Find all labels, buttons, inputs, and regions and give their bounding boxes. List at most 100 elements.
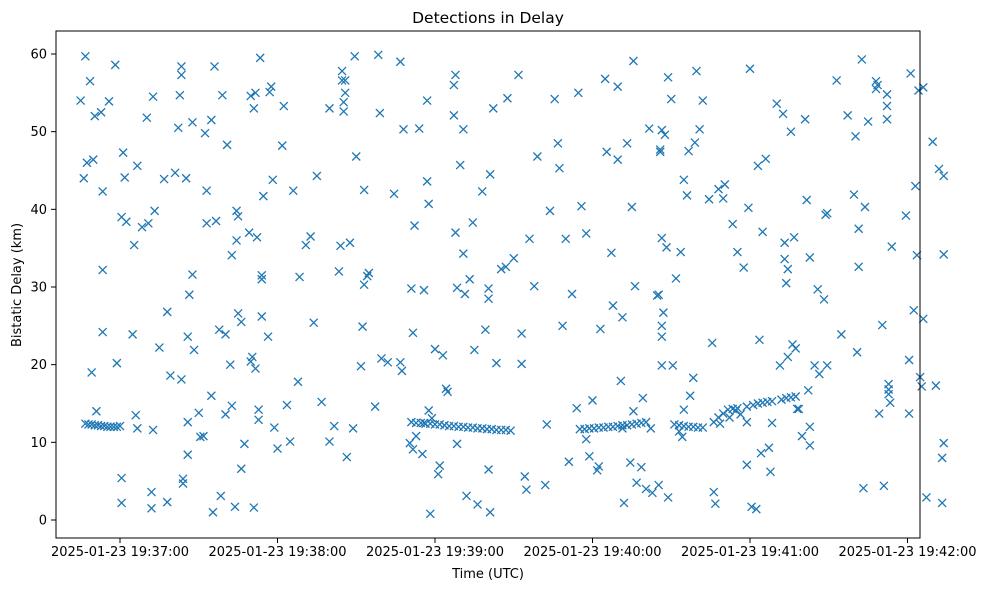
point-clutter-128 bbox=[340, 75, 350, 85]
point-clutter-320 bbox=[789, 232, 799, 242]
point-clutter-209 bbox=[542, 420, 552, 429]
point-clutter-38 bbox=[162, 307, 172, 317]
point-clutter-363 bbox=[887, 242, 897, 252]
point-clutter-376 bbox=[921, 493, 931, 502]
point-clutter-256 bbox=[657, 233, 667, 243]
point-clutter-178 bbox=[455, 160, 465, 170]
point-clutter-79 bbox=[233, 211, 243, 221]
point-clutter-223 bbox=[584, 451, 594, 461]
point-clutter-131 bbox=[348, 423, 358, 433]
point-clutter-135 bbox=[358, 322, 368, 332]
point-track-1-11 bbox=[115, 421, 125, 431]
point-clutter-210 bbox=[545, 206, 555, 216]
point-clutter-334 bbox=[819, 294, 829, 304]
point-clutter-117 bbox=[317, 397, 327, 407]
point-clutter-122 bbox=[336, 241, 345, 251]
point-clutter-357 bbox=[882, 101, 892, 111]
point-clutter-321 bbox=[791, 343, 801, 353]
point-clutter-302 bbox=[753, 161, 763, 171]
point-clutter-297 bbox=[742, 460, 752, 470]
point-clutter-36 bbox=[159, 174, 169, 184]
point-clutter-346 bbox=[857, 54, 867, 64]
point-clutter-183 bbox=[465, 274, 475, 284]
point-clutter-197 bbox=[501, 262, 511, 272]
point-clutter-263 bbox=[662, 242, 671, 252]
point-clutter-295 bbox=[739, 263, 749, 273]
point-clutter-270 bbox=[676, 247, 686, 257]
point-clutter-367 bbox=[906, 68, 916, 78]
point-clutter-284 bbox=[709, 487, 719, 497]
point-clutter-147 bbox=[395, 357, 405, 367]
point-clutter-164 bbox=[425, 509, 435, 519]
point-clutter-313 bbox=[780, 238, 790, 248]
point-clutter-39 bbox=[165, 371, 175, 380]
point-clutter-27 bbox=[137, 222, 147, 232]
point-clutter-368 bbox=[909, 305, 919, 315]
point-clutter-369 bbox=[910, 181, 920, 191]
point-clutter-82 bbox=[236, 317, 246, 327]
point-clutter-32 bbox=[148, 425, 158, 435]
point-clutter-35 bbox=[154, 343, 164, 353]
point-clutter-149 bbox=[399, 124, 408, 134]
y-tick-label-2: 20 bbox=[30, 358, 47, 373]
point-clutter-60 bbox=[202, 218, 212, 228]
point-clutter-23 bbox=[129, 240, 139, 250]
point-clutter-118 bbox=[325, 103, 334, 113]
point-clutter-204 bbox=[521, 485, 531, 495]
point-clutter-96 bbox=[257, 270, 267, 280]
point-clutter-364 bbox=[901, 211, 911, 221]
point-clutter-92 bbox=[252, 232, 262, 242]
point-clutter-283 bbox=[707, 338, 717, 348]
point-clutter-76 bbox=[230, 502, 240, 512]
point-clutter-287 bbox=[715, 419, 725, 429]
point-clutter-50 bbox=[183, 450, 193, 460]
x-tick-label-4: 2025-01-23 19:41:00 bbox=[681, 545, 819, 560]
point-clutter-375 bbox=[918, 314, 928, 324]
point-track-5-7 bbox=[748, 400, 758, 410]
point-clutter-381 bbox=[937, 498, 947, 508]
point-clutter-273 bbox=[679, 175, 689, 185]
point-clutter-228 bbox=[600, 74, 610, 84]
point-clutter-186 bbox=[473, 500, 482, 509]
point-clutter-314 bbox=[780, 254, 790, 264]
point-clutter-59 bbox=[200, 128, 210, 138]
point-clutter-336 bbox=[822, 208, 832, 218]
point-clutter-155 bbox=[411, 431, 421, 441]
y-axis-ticks: 0 10 20 30 40 50 60 bbox=[30, 48, 56, 529]
y-tick-label-1: 10 bbox=[30, 436, 47, 451]
point-clutter-53 bbox=[187, 117, 197, 127]
point-clutter-28 bbox=[142, 113, 152, 123]
point-clutter-90 bbox=[250, 364, 260, 374]
point-clutter-224 bbox=[588, 395, 597, 405]
x-axis-label: Time (UTC) bbox=[451, 567, 524, 582]
point-clutter-348 bbox=[860, 202, 870, 212]
point-clutter-324 bbox=[797, 431, 807, 441]
point-clutter-6 bbox=[88, 155, 98, 165]
point-clutter-355 bbox=[879, 481, 889, 491]
point-clutter-89 bbox=[249, 503, 259, 513]
point-clutter-26 bbox=[132, 161, 142, 171]
point-clutter-2 bbox=[80, 51, 90, 61]
point-clutter-341 bbox=[849, 190, 859, 200]
point-clutter-353 bbox=[874, 409, 884, 419]
point-clutter-330 bbox=[805, 253, 815, 262]
point-clutter-373 bbox=[917, 381, 927, 391]
point-clutter-345 bbox=[854, 262, 864, 272]
point-clutter-234 bbox=[616, 376, 626, 386]
point-clutter-62 bbox=[206, 115, 216, 125]
point-clutter-340 bbox=[843, 110, 853, 120]
point-clutter-238 bbox=[622, 138, 632, 148]
point-clutter-252 bbox=[654, 290, 664, 300]
point-clutter-77 bbox=[232, 235, 242, 245]
point-clutter-3 bbox=[82, 158, 92, 168]
point-clutter-301 bbox=[751, 504, 761, 514]
point-clutter-41 bbox=[173, 123, 183, 133]
point-clutter-21 bbox=[121, 217, 131, 227]
point-clutter-140 bbox=[370, 402, 380, 412]
point-clutter-30 bbox=[147, 503, 156, 513]
point-clutter-276 bbox=[685, 391, 695, 401]
point-clutter-253 bbox=[654, 480, 664, 490]
point-clutter-160 bbox=[422, 176, 432, 186]
point-clutter-232 bbox=[613, 82, 623, 92]
point-clutter-358 bbox=[882, 114, 892, 124]
